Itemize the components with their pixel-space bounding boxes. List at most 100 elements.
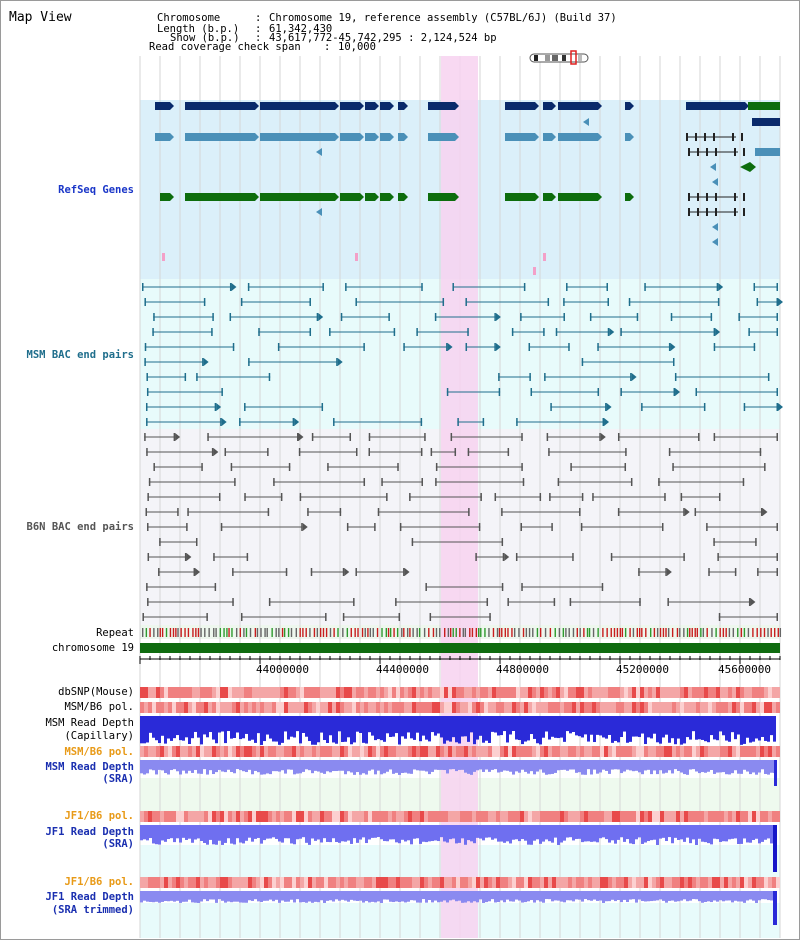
pol-cell [508,811,512,822]
bac-end [478,523,481,531]
depth-bar [212,891,215,900]
depth-bar [761,825,764,842]
bac-end [267,448,269,456]
bac-end [206,613,208,621]
depth-bar [749,891,752,900]
bac-end [144,358,146,366]
bac-end [760,508,763,516]
track-label-refseq[interactable]: RefSeq Genes [58,184,134,196]
depth-bar [758,716,761,741]
depth-bar [608,891,611,902]
bac-end [569,598,572,606]
repeat-element [364,628,366,637]
pol-cell [448,702,452,713]
depth-bar [353,825,356,839]
depth-bar [227,825,230,839]
bac-end [521,463,523,471]
depth-bar [191,760,194,773]
pol-cell [148,877,152,888]
bac-end [220,523,223,531]
track-label-msm-depth-sra[interactable]: MSM Read Depth [45,761,134,773]
bac-end [144,433,146,441]
bac-end [465,298,467,306]
track-label-jf1-depth-sra[interactable]: JF1 Read Depth [45,826,134,838]
pol-cell [736,877,740,888]
depth-bar [290,825,293,844]
pol-cell [396,746,400,757]
depth-bar [221,891,224,901]
depth-bar [710,716,713,736]
gene-block [505,102,535,110]
depth-bar [527,825,530,845]
pol-cell [592,877,596,888]
pol-cell [516,811,520,822]
bac-end [486,598,489,606]
depth-bar [641,891,644,902]
pol-cell [676,687,680,698]
depth-bar [440,760,443,770]
pol-cell [200,746,204,757]
repeat-element [329,628,332,637]
repeat-element [706,628,708,637]
depth-bar [140,891,143,903]
pol-cell [748,746,752,757]
pol-cell [144,877,148,888]
pol-cell [616,702,620,713]
gene-block [260,133,335,141]
depth-bar [200,760,203,774]
gene-arrow [712,238,718,246]
depth-bar [335,891,338,900]
repeat-element [322,628,325,637]
repeat-element [480,628,482,637]
pol-cell [296,746,300,757]
pol-cell [664,811,668,822]
pol-cell [280,687,284,698]
pol-cell [608,877,612,888]
repeat-element [249,628,252,637]
depth-bar [173,891,176,902]
depth-bar [443,891,446,901]
depth-bar [398,760,401,775]
pol-cell [380,702,384,713]
bac-end [144,343,147,351]
gene-arrow [535,133,539,141]
bac-end [742,478,745,486]
bac-end [173,433,176,441]
pol-cell [460,702,464,713]
depth-bar [734,760,737,771]
depth-bar [566,760,569,771]
gene-exon [743,148,745,156]
repeat-element [488,628,490,637]
pol-cell [400,746,404,757]
track-label-jf1-depth-sra-sub[interactable]: (SRA) [102,838,134,850]
pol-cell [364,702,368,713]
pol-cell [596,811,600,822]
bac-end [551,523,553,531]
pol-cell [756,811,760,822]
track-label-jf1-depth-trim-sub[interactable]: (SRA trimmed) [51,904,134,916]
pol-cell [140,811,144,822]
track-label-jf1-depth-trim[interactable]: JF1 Read Depth [45,891,134,903]
pol-cell [604,702,608,713]
depth-bar [632,825,635,845]
track-label-msm-depth-sra-sub[interactable]: (SRA) [102,773,134,785]
depth-bar [230,760,233,772]
track-label-b6n-bac[interactable]: B6N BAC end pairs [26,521,134,533]
pol-cell [628,811,632,822]
bac-end [776,283,778,291]
track-label-msm-bac[interactable]: MSM BAC end pairs [26,349,134,361]
gene-arrow [335,133,339,141]
depth-bar [710,825,713,845]
pol-cell [580,702,584,713]
pol-cell [200,877,204,888]
pol-cell [252,746,256,757]
depth-bar [170,891,173,901]
depth-bar [584,760,587,775]
depth-bar [518,891,521,901]
pol-cell [392,811,396,822]
depth-bar [707,825,710,844]
pol-cell [296,811,300,822]
pol-cell [760,702,764,713]
pol-cell [176,687,180,698]
